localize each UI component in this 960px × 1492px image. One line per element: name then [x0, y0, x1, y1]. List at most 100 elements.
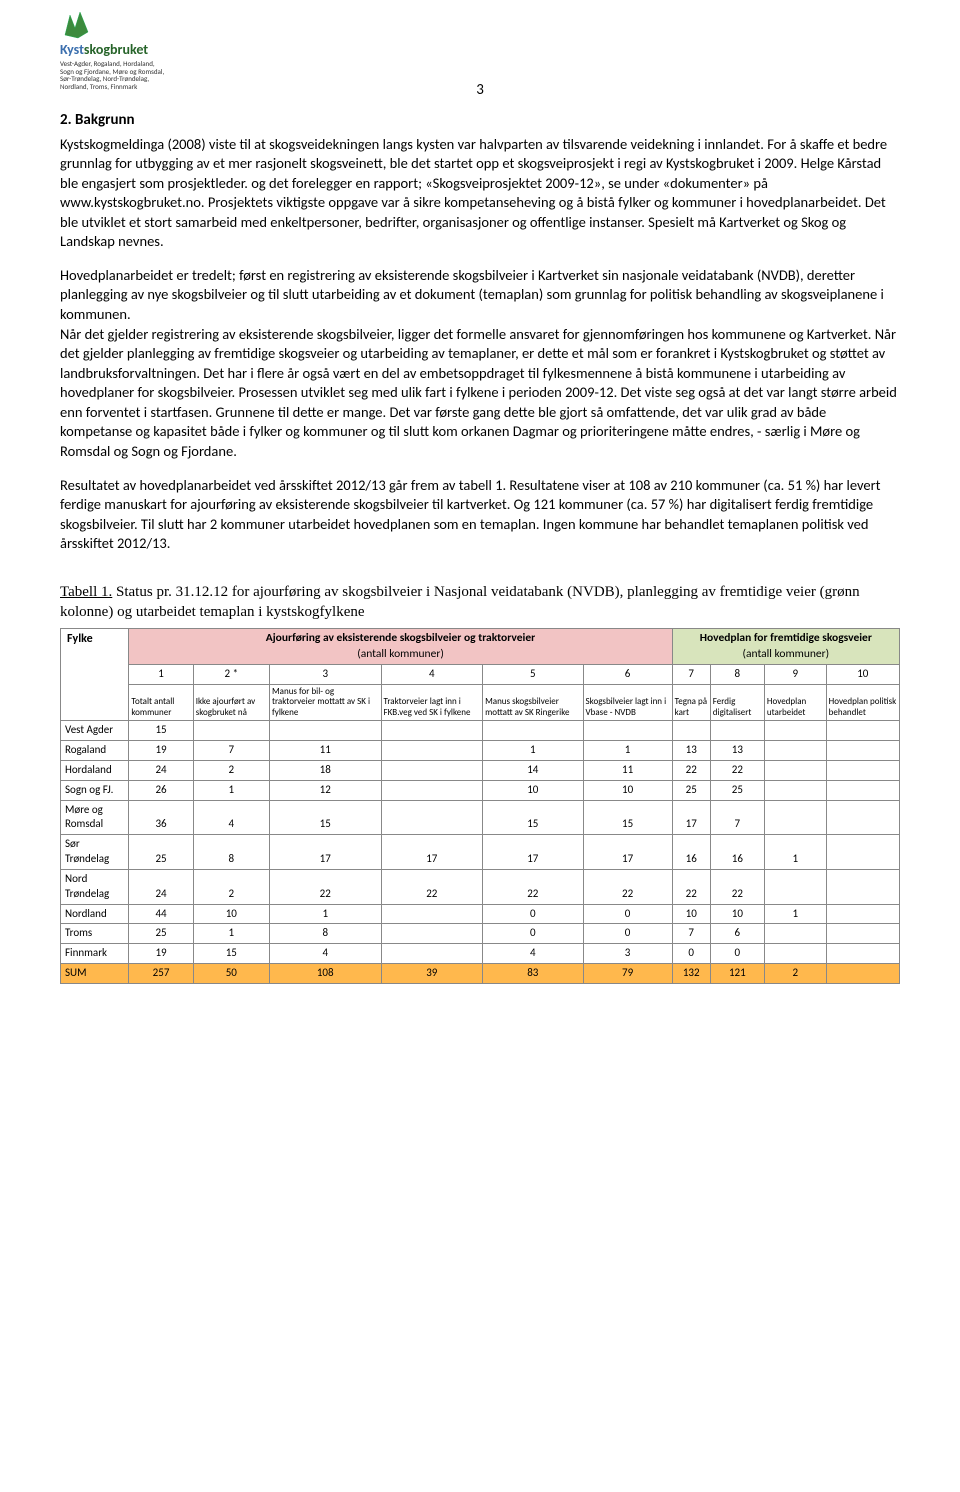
- row-label: Hordaland: [61, 760, 129, 780]
- data-cell: [483, 721, 583, 741]
- data-cell: 1: [583, 741, 672, 761]
- data-cell: [764, 721, 826, 741]
- data-cell: [710, 721, 764, 741]
- row-label: Finnmark: [61, 944, 129, 964]
- data-cell: 4: [269, 944, 381, 964]
- data-cell: 4: [483, 944, 583, 964]
- data-cell: [826, 741, 899, 761]
- data-cell: 26: [129, 780, 193, 800]
- col-fylke: Fylke: [61, 629, 129, 721]
- paragraph-2: Hovedplanarbeidet er tredelt; først en r…: [60, 266, 900, 462]
- data-cell: 12: [269, 780, 381, 800]
- table-row: Troms25180076: [61, 924, 900, 944]
- data-cell: 17: [583, 835, 672, 870]
- paragraph-3: Resultatet av hovedplanarbeidet ved årss…: [60, 476, 900, 554]
- data-cell: [193, 721, 269, 741]
- data-cell: 1: [193, 924, 269, 944]
- logo-word-a: Kyst: [60, 41, 84, 58]
- data-cell: 0: [710, 944, 764, 964]
- data-cell: 22: [483, 869, 583, 904]
- data-cell: 1: [764, 835, 826, 870]
- colnum: 10: [826, 665, 899, 685]
- data-cell: 6: [710, 924, 764, 944]
- data-cell: [826, 721, 899, 741]
- data-cell: [269, 721, 381, 741]
- data-cell: 17: [269, 835, 381, 870]
- table-row: Sogn og FJ.2611210102525: [61, 780, 900, 800]
- data-cell: 0: [672, 944, 710, 964]
- table-caption-lead: Tabell 1.: [60, 584, 112, 600]
- group2-title: Hovedplan for fremtidige skogsveier: [700, 631, 872, 645]
- colnum-row: 1 2 * 3 4 5 6 7 8 9 10: [61, 665, 900, 685]
- colnum: 3: [269, 665, 381, 685]
- data-cell: 15: [129, 721, 193, 741]
- row-label: Sør Trøndelag: [61, 835, 129, 870]
- colnum: 2 *: [193, 665, 269, 685]
- data-cell: 0: [483, 924, 583, 944]
- subhead-row: Totalt antall kommuner Ikke ajourført av…: [61, 685, 900, 721]
- section-heading: 2. Bakgrunn: [60, 110, 900, 130]
- subhead: Hovedplan utarbeidet: [764, 685, 826, 721]
- sum-label: SUM: [61, 964, 129, 984]
- row-label: Nordland: [61, 904, 129, 924]
- data-cell: 1: [483, 741, 583, 761]
- data-cell: 10: [672, 904, 710, 924]
- row-label: Rogaland: [61, 741, 129, 761]
- table-caption: Tabell 1. Status pr. 31.12.12 for ajourf…: [60, 582, 900, 623]
- data-cell: 7: [710, 800, 764, 835]
- group1-sub: (antall kommuner): [357, 647, 444, 661]
- data-cell: 7: [672, 924, 710, 944]
- colnum: 5: [483, 665, 583, 685]
- data-cell: 8: [269, 924, 381, 944]
- table-caption-rest: Status pr. 31.12.12 for ajourføring av s…: [60, 584, 860, 620]
- data-cell: 10: [710, 904, 764, 924]
- data-cell: 25: [129, 835, 193, 870]
- colnum: 7: [672, 665, 710, 685]
- subhead: Skogsbilveier lagt inn i Vbase - NVDB: [583, 685, 672, 721]
- data-cell: [764, 924, 826, 944]
- data-cell: [381, 760, 483, 780]
- data-cell: 18: [269, 760, 381, 780]
- data-cell: 44: [129, 904, 193, 924]
- status-table: Fylke Ajourføring av eksisterende skogsb…: [60, 628, 900, 984]
- group2-header: Hovedplan for fremtidige skogsveier (ant…: [672, 629, 899, 665]
- data-cell: [381, 904, 483, 924]
- data-cell: 11: [269, 741, 381, 761]
- row-label: Nord Trøndelag: [61, 869, 129, 904]
- data-cell: 22: [710, 760, 764, 780]
- subhead: Manus for bil- og traktorveier mottatt a…: [269, 685, 381, 721]
- data-cell: 1: [193, 780, 269, 800]
- sum-cell: 39: [381, 964, 483, 984]
- data-cell: 16: [672, 835, 710, 870]
- data-cell: 17: [381, 835, 483, 870]
- sum-cell: 132: [672, 964, 710, 984]
- row-label: Sogn og FJ.: [61, 780, 129, 800]
- colnum: 4: [381, 665, 483, 685]
- data-cell: 22: [672, 760, 710, 780]
- data-cell: 10: [583, 780, 672, 800]
- data-cell: [826, 904, 899, 924]
- data-cell: 25: [672, 780, 710, 800]
- table-row: Finnmark191544300: [61, 944, 900, 964]
- subhead: Ferdig digitalisert: [710, 685, 764, 721]
- data-cell: 10: [193, 904, 269, 924]
- data-cell: 17: [483, 835, 583, 870]
- data-cell: [826, 869, 899, 904]
- colnum: 6: [583, 665, 672, 685]
- table-row: Nordland441010010101: [61, 904, 900, 924]
- data-cell: 11: [583, 760, 672, 780]
- group1-title: Ajourføring av eksisterende skogsbilveie…: [266, 631, 535, 645]
- group2-sub: (antall kommuner): [743, 647, 830, 661]
- data-cell: 10: [483, 780, 583, 800]
- logo-subtitle: Vest-Agder, Rogaland, Hordaland, Sogn og…: [60, 60, 164, 91]
- colnum: 1: [129, 665, 193, 685]
- table-row: Møre og Romsdal364151515177: [61, 800, 900, 835]
- data-cell: 7: [193, 741, 269, 761]
- data-cell: [764, 869, 826, 904]
- logo-word-b: skogbruket: [84, 41, 148, 58]
- data-cell: [764, 741, 826, 761]
- subhead: Ikke ajourført av skogbruket nå: [193, 685, 269, 721]
- data-cell: 36: [129, 800, 193, 835]
- data-cell: 15: [583, 800, 672, 835]
- data-cell: 17: [672, 800, 710, 835]
